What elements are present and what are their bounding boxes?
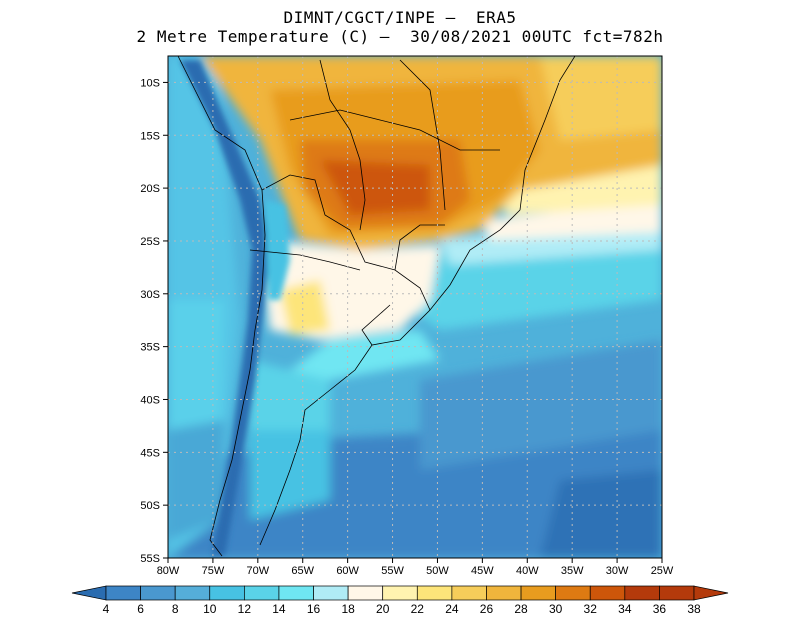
lon-tick-label: 65W xyxy=(291,565,314,577)
colorbar-segment xyxy=(209,585,245,601)
colorbar-label: 24 xyxy=(445,602,459,616)
colorbar-segment xyxy=(486,585,522,601)
lon-tick-label: 75W xyxy=(202,565,225,577)
colorbar-label: 18 xyxy=(341,602,355,616)
lon-tick-label: 30W xyxy=(606,565,629,577)
colorbar-segment xyxy=(347,585,384,601)
colorbar-segment xyxy=(313,585,349,601)
colorbar-label: 34 xyxy=(618,602,632,616)
lon-tick-label: 80W xyxy=(157,565,180,577)
gridlines xyxy=(168,56,662,558)
colorbar-segment xyxy=(244,585,280,601)
map-subtitle: 2 Metre Temperature (C) – 30/08/2021 00U… xyxy=(136,27,664,46)
colorbar-segment xyxy=(624,585,660,601)
colorbar-label: 16 xyxy=(307,602,321,616)
colorbar-label: 36 xyxy=(653,602,667,616)
colorbar-segment xyxy=(382,585,418,601)
colorbar-segment xyxy=(278,585,314,601)
colorbar-label: 26 xyxy=(480,602,494,616)
colorbar-label: 12 xyxy=(238,602,252,616)
colorbar: 4 6 8 10 12 14 16 18 20 22 24 26 28 30 32 34 36 38 xyxy=(71,585,729,616)
lon-tick-label: 55W xyxy=(381,565,404,577)
colorbar-segment xyxy=(416,585,453,601)
map-frame xyxy=(167,55,663,559)
colorbar-label: 10 xyxy=(203,602,217,616)
lon-tick-label: 40W xyxy=(516,565,539,577)
colorbar-label: 38 xyxy=(687,602,701,616)
colorbar-label: 28 xyxy=(514,602,528,616)
lat-tick-label: 10S xyxy=(140,77,160,89)
lon-tick-label: 70W xyxy=(247,565,270,577)
lat-tick-label: 40S xyxy=(140,394,160,406)
lat-tick-label: 45S xyxy=(140,447,160,459)
lon-tick-label: 25W xyxy=(651,565,674,577)
lat-tick-label: 15S xyxy=(140,130,160,142)
colorbar-segment xyxy=(105,585,141,601)
colorbar-label: 8 xyxy=(172,602,179,616)
colorbar-high-arrow xyxy=(693,585,729,601)
lon-tick-label: 35W xyxy=(561,565,584,577)
lat-tick-label: 25S xyxy=(140,236,160,248)
colorbar-segment xyxy=(520,585,556,601)
map-title: DIMNT/CGCT/INPE – ERA5 xyxy=(283,8,517,27)
lat-tick-label: 55S xyxy=(140,553,160,565)
colorbar-segment xyxy=(174,585,211,601)
lat-tick-label: 30S xyxy=(140,289,160,301)
lat-tick-label: 20S xyxy=(140,183,160,195)
colorbar-segment xyxy=(659,585,695,601)
colorbar-low-arrow xyxy=(71,585,107,601)
lon-tick-label: 60W xyxy=(336,565,359,577)
coastlines xyxy=(177,56,576,557)
colorbar-label: 30 xyxy=(549,602,563,616)
colorbar-label: 22 xyxy=(411,602,425,616)
lon-tick-label: 50W xyxy=(426,565,449,577)
colorbar-segment xyxy=(555,585,591,601)
lon-tick-label: 45W xyxy=(471,565,494,577)
colorbar-segment xyxy=(589,585,626,601)
colorbar-label: 14 xyxy=(272,602,286,616)
colorbar-label: 6 xyxy=(137,602,144,616)
colorbar-segment xyxy=(451,585,487,601)
colorbar-segment xyxy=(140,585,176,601)
lat-tick-label: 35S xyxy=(140,342,160,354)
lat-tick-label: 50S xyxy=(140,500,160,512)
colorbar-label: 32 xyxy=(584,602,598,616)
temperature-field xyxy=(168,56,662,558)
colorbar-label: 4 xyxy=(103,602,110,616)
colorbar-label: 20 xyxy=(376,602,390,616)
